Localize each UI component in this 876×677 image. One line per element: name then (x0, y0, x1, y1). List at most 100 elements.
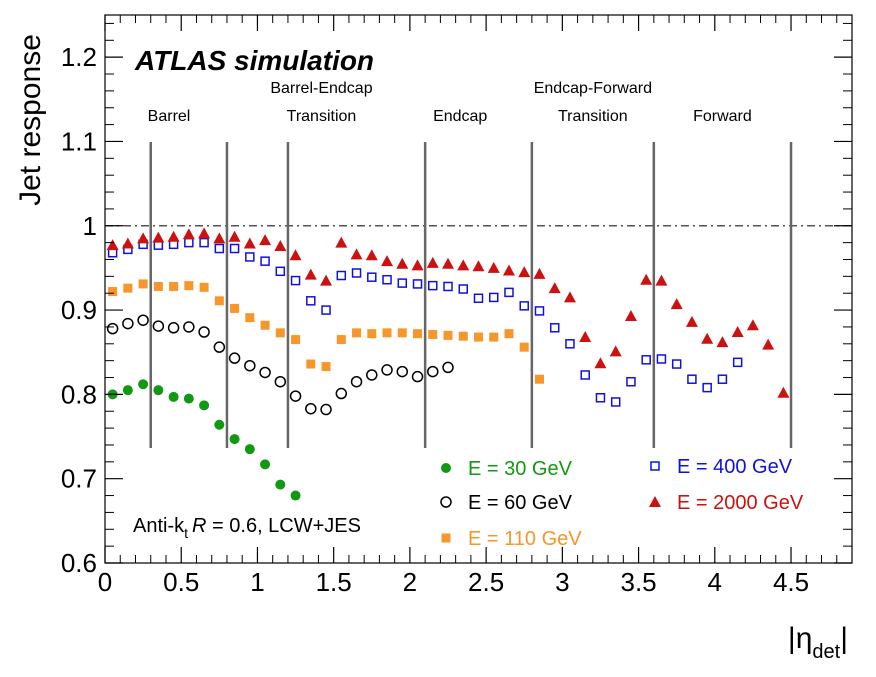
data-point (533, 267, 546, 279)
y-tick-label: 1.1 (61, 126, 97, 156)
data-point (182, 228, 195, 240)
data-point (291, 335, 301, 345)
data-point (428, 280, 438, 291)
data-point (443, 330, 453, 340)
plot-frame (104, 14, 853, 564)
y-tick-label: 1 (83, 211, 97, 241)
data-point (152, 320, 165, 332)
data-series-group (106, 227, 790, 501)
legend-marker (441, 463, 451, 473)
legend-label: E = 110 GeV (468, 528, 582, 550)
data-point (260, 459, 271, 470)
data-point (411, 259, 424, 271)
data-point (731, 325, 744, 337)
data-point (549, 323, 560, 333)
data-point (548, 282, 561, 294)
data-point (199, 237, 209, 248)
data-point (245, 313, 255, 323)
data-point (702, 382, 712, 393)
data-point (290, 490, 301, 501)
data-point (137, 232, 150, 244)
data-point (168, 391, 179, 402)
data-point (732, 357, 743, 368)
data-point (259, 366, 271, 379)
series-2 (108, 279, 544, 384)
data-point (396, 365, 409, 378)
x-tick-label: 1 (250, 567, 264, 597)
data-point (411, 370, 424, 383)
plot-frame-group (104, 14, 853, 564)
data-point (519, 342, 529, 352)
data-point (199, 282, 209, 292)
data-point (595, 393, 606, 403)
data-point (123, 283, 133, 293)
data-point (487, 261, 500, 273)
x-axis-title-close: | (840, 622, 848, 655)
data-point (519, 301, 529, 311)
data-point (275, 266, 286, 277)
data-point (504, 329, 514, 339)
data-point (762, 338, 775, 350)
data-point (289, 249, 302, 261)
data-point (321, 305, 331, 315)
data-point (655, 274, 668, 286)
data-point (335, 387, 348, 400)
annotation-prefix: Anti-k (133, 515, 185, 537)
data-point (518, 266, 531, 278)
data-point (184, 237, 194, 248)
data-point (640, 273, 653, 285)
data-point (472, 260, 485, 272)
data-point (428, 330, 438, 340)
data-point (609, 345, 622, 357)
y-tick-label: 0.8 (61, 379, 97, 409)
annotation-subscript: t (184, 525, 188, 541)
region-label: Barrel (148, 108, 191, 125)
data-point (229, 243, 240, 254)
y-tick-label: 0.7 (61, 464, 97, 494)
data-point (397, 328, 407, 338)
data-point (367, 329, 377, 339)
data-point (121, 237, 134, 249)
legend-marker (649, 496, 661, 507)
data-point (443, 281, 453, 292)
data-point (260, 256, 270, 266)
data-point (594, 357, 607, 369)
legend: E = 30 GeV E = 60 GeV E = 110 GeV E = 400 G… (440, 456, 804, 550)
y-axis-title: Jet response (14, 34, 47, 206)
data-point (259, 234, 272, 246)
data-point (214, 419, 225, 430)
algorithm-annotation: Anti-kt R = 0.6, LCW+JES (133, 515, 361, 541)
data-point (336, 270, 347, 281)
data-point (167, 322, 180, 334)
data-point (290, 275, 301, 286)
data-point (304, 268, 317, 280)
region-label: Barrel-Endcap (270, 80, 372, 97)
data-point (275, 328, 285, 338)
data-point (489, 332, 499, 342)
data-point (670, 298, 683, 310)
x-tick-label: 0 (98, 567, 112, 597)
data-point (230, 303, 240, 313)
data-point (502, 264, 515, 276)
data-point (228, 230, 241, 242)
data-point (320, 274, 333, 286)
data-point (153, 385, 164, 396)
region-label: Forward (693, 108, 752, 125)
data-point (152, 231, 165, 243)
data-point (213, 232, 226, 244)
data-point (321, 362, 331, 372)
data-point (169, 281, 179, 291)
chart-title: ATLAS simulation (134, 45, 374, 76)
x-tick-label: 3.5 (620, 567, 656, 597)
data-point (108, 287, 118, 297)
series-1 (106, 314, 454, 416)
series-4 (106, 227, 790, 398)
data-point (228, 352, 241, 364)
data-point (289, 390, 302, 402)
data-point (580, 370, 590, 380)
data-point (656, 354, 667, 364)
data-point (777, 386, 790, 398)
x-tick-label: 4.5 (773, 567, 809, 597)
axes-group: 0 0.5 1 1.5 2 2.5 3 3.5 4 4.5 0.6 0.7 0.8 0.9 1 1.1 1.2 (61, 15, 853, 597)
data-point (382, 274, 392, 285)
